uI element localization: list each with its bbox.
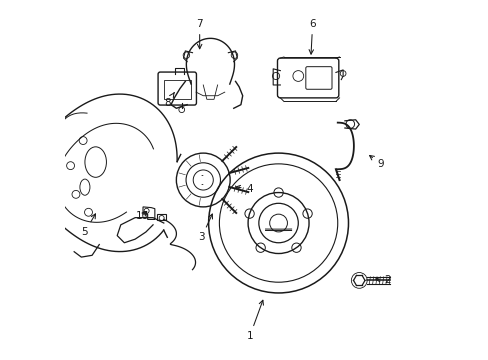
Text: 9: 9 [369,156,383,169]
Text: 4: 4 [235,184,253,194]
Bar [163,80,190,99]
Text: 5: 5 [81,214,95,237]
Text: 2: 2 [375,275,390,285]
Text: 7: 7 [196,19,203,49]
Text: 8: 8 [164,93,174,108]
Text: 10: 10 [136,211,148,221]
Text: 6: 6 [308,19,315,54]
Bar [157,214,166,220]
Text: 3: 3 [198,214,212,242]
Text: 1: 1 [246,300,263,341]
